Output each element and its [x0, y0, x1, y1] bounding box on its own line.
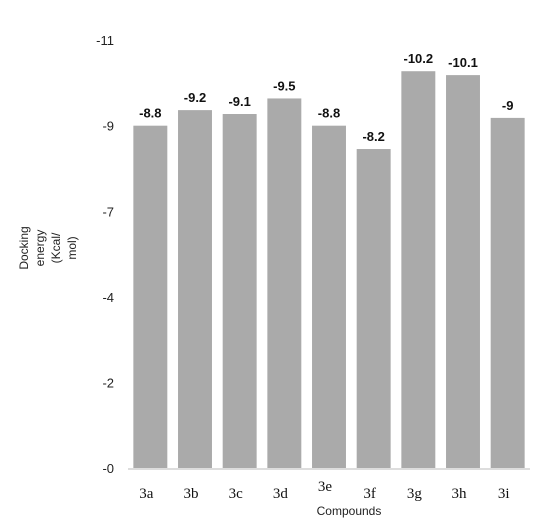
x-axis-ticks: 3a 3b 3c 3d 3e 3f 3g 3h 3i [139, 479, 509, 502]
x-tick-label-3a: 3a [139, 486, 154, 502]
x-tick-label-3g: 3g [407, 486, 423, 502]
y-tick-label: -2 [102, 375, 114, 390]
y-axis-title-line: energy [33, 230, 47, 267]
bar-3b [178, 110, 212, 469]
data-labels: -8.8 -9.2 -9.1 -9.5 -8.8 -8.2 -10.2 -10.1 -9 [139, 51, 513, 144]
y-tick-label: -11 [96, 33, 114, 48]
data-label-3a: -8.8 [139, 106, 161, 121]
data-label-3b: -9.2 [184, 90, 206, 105]
data-label-3d: -9.5 [273, 78, 295, 93]
bar-3d [267, 98, 302, 468]
x-tick-label-3c: 3c [229, 486, 244, 502]
y-axis-title-line: mol) [65, 236, 79, 259]
y-tick-label: -9 [102, 119, 114, 134]
bar-3i [490, 117, 525, 469]
y-tick-label: -0 [102, 461, 114, 476]
y-tick-label: -4 [102, 290, 114, 305]
x-axis-title: Compounds [317, 504, 382, 518]
data-label-3c: -9.1 [228, 94, 250, 109]
data-label-3e: -8.8 [318, 106, 340, 121]
y-axis-title-line: (Kcal/ [49, 232, 63, 263]
bar-3h [446, 75, 480, 469]
y-axis-title: Docking energy (Kcal/mol) [17, 226, 79, 269]
bar-3e [312, 125, 346, 469]
data-label-3f: -8.2 [362, 129, 384, 144]
bar-3f [356, 149, 391, 468]
x-tick-label-3e: 3e [318, 479, 333, 495]
x-tick-label-3i: 3i [498, 486, 510, 502]
data-label-3g: -10.2 [404, 51, 434, 66]
bar-3c [222, 114, 257, 468]
x-tick-label-3h: 3h [452, 486, 468, 502]
bar-3a [133, 125, 168, 469]
y-tick-label: -7 [102, 204, 114, 219]
data-label-3i: -9 [502, 98, 514, 113]
bars [133, 71, 525, 469]
x-tick-label-3f: 3f [363, 486, 376, 502]
x-tick-label-3b: 3b [184, 486, 199, 502]
y-axis-title-line: Docking [17, 226, 31, 269]
data-label-3h: -10.1 [448, 55, 478, 70]
x-tick-label-3d: 3d [273, 486, 289, 502]
bar-3g [401, 71, 436, 468]
y-axis-ticks: -0 -2 -4 -7 -9 -11 [96, 33, 114, 476]
